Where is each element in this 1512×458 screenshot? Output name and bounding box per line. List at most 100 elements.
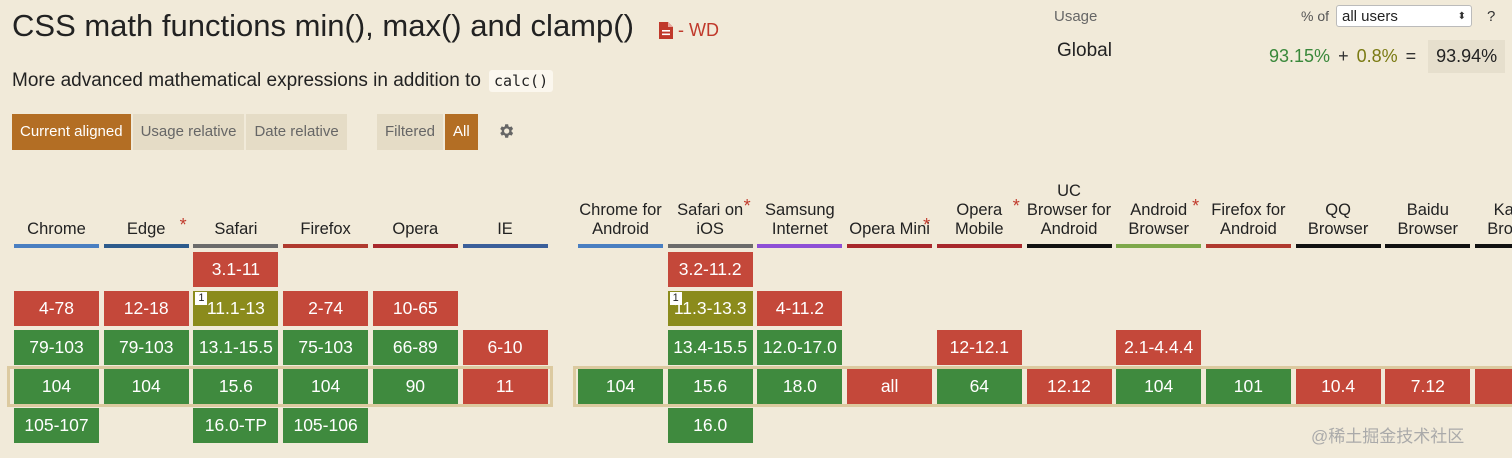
version-cell[interactable]: 13.1-15.5	[193, 330, 279, 365]
version-cell[interactable]: 105-107	[14, 408, 99, 443]
user-scope-value: all users	[1342, 8, 1398, 25]
version-cell[interactable]: 75-103	[283, 330, 369, 365]
version-range: 3.1-11	[211, 259, 261, 279]
browser-color-bar	[372, 244, 458, 248]
version-range: 64	[969, 376, 990, 396]
browser-color-bar	[1116, 244, 1202, 248]
version-range: 4-11.2	[775, 298, 825, 318]
tab-usage-relative[interactable]: Usage relative	[132, 114, 245, 150]
version-cell[interactable]: 3.1-11	[193, 252, 279, 287]
spec-status[interactable]: - WD	[658, 20, 719, 41]
version-range: 105-107	[24, 415, 89, 435]
browser-header-uc-browser-for-android[interactable]: UC Browser for Android	[1026, 182, 1112, 238]
browser-header-edge[interactable]: Edge *	[126, 215, 187, 239]
version-cell[interactable]: 12.0-17.0	[757, 330, 843, 365]
version-cell[interactable]: all	[847, 369, 933, 404]
version-cell[interactable]: 11	[462, 369, 548, 404]
total-percent: 93.94%	[1428, 40, 1506, 73]
usage-label: Usage	[1054, 8, 1098, 25]
version-range: 104	[131, 376, 161, 396]
version-cell[interactable]: 12-12.1	[936, 330, 1022, 365]
browser-color-bar	[193, 244, 279, 248]
tab-filtered[interactable]: Filtered	[377, 114, 444, 150]
version-cell[interactable]: 79-103	[103, 330, 189, 365]
browser-color-bar	[757, 244, 843, 248]
tab-all[interactable]: All	[445, 114, 478, 150]
version-cell[interactable]: 11.1-13 1	[193, 291, 279, 326]
browser-header-opera[interactable]: Opera	[392, 220, 439, 238]
browser-header-chrome[interactable]: Chrome	[27, 220, 86, 238]
version-range: 11.3-13.3	[673, 298, 747, 318]
version-cell[interactable]: 6-10	[462, 330, 548, 365]
view-mode-tabs: Current aligned Usage relative Date rela…	[12, 114, 347, 150]
browser-header-android-browser[interactable]: Android Browser *	[1128, 196, 1200, 239]
version-cell[interactable]: 66-89	[372, 330, 458, 365]
tab-current-aligned[interactable]: Current aligned	[12, 114, 131, 150]
note-marker: 1	[669, 292, 682, 305]
version-range: 104	[1144, 376, 1174, 396]
version-cell[interactable]: 101	[1205, 369, 1291, 404]
version-cell[interactable]: 15.6	[193, 369, 279, 404]
version-cell[interactable]: 13.4-15.5	[667, 330, 753, 365]
version-cell[interactable]: 2.1-4.4.4	[1116, 330, 1202, 365]
version-range: 2-74	[308, 298, 344, 318]
tab-date-relative[interactable]: Date relative	[246, 114, 347, 150]
version-cell[interactable]: 105-106	[283, 408, 369, 443]
description-code: calc()	[488, 70, 554, 92]
version-cell[interactable]: 4-11.2	[757, 291, 843, 326]
usage-help-link[interactable]: ?	[1487, 8, 1496, 25]
version-cell[interactable]: 90	[372, 369, 458, 404]
version-cell[interactable]: 104	[14, 369, 99, 404]
browser-header-baidu-browser[interactable]: Baidu Browser	[1397, 201, 1459, 238]
browser-header-firefox[interactable]: Firefox	[300, 220, 351, 238]
global-usage-figures: 93.15% + 0.8% = 93.94%	[1269, 40, 1506, 73]
current-row-mobile	[573, 366, 1512, 407]
version-range: 104	[310, 376, 341, 396]
browser-header-opera-mini[interactable]: Opera Mini *	[849, 215, 931, 239]
version-cell[interactable]: 79-103	[14, 330, 99, 365]
version-cell[interactable]: 2-74	[283, 291, 369, 326]
version-cell[interactable]: 16.0	[667, 408, 753, 443]
version-range: 13.4-15.5	[673, 337, 748, 357]
version-cell[interactable]: 10-65	[372, 291, 458, 326]
version-cell[interactable]: 10.4	[1295, 369, 1381, 404]
description-text: More advanced mathematical expressions i…	[12, 70, 481, 91]
browser-header-samsung-internet[interactable]: Samsung Internet	[765, 201, 835, 238]
version-cell[interactable]: 64	[936, 369, 1022, 404]
global-label: Global	[1057, 40, 1112, 61]
version-range: 90	[405, 376, 426, 396]
partial-percent: 0.8%	[1356, 46, 1398, 66]
browser-header-opera-mobile[interactable]: Opera Mobile *	[954, 196, 1020, 239]
version-range: 101	[1233, 376, 1263, 396]
version-cell[interactable]: 18.0	[757, 369, 843, 404]
note-marker: 1	[195, 292, 208, 305]
version-cell[interactable]: 104	[103, 369, 189, 404]
version-cell[interactable]: 104	[283, 369, 369, 404]
browser-header-qq-browser[interactable]: QQ Browser	[1307, 201, 1369, 238]
version-cell[interactable]	[1475, 369, 1512, 404]
plus-sign: +	[1338, 46, 1349, 66]
browser-header-firefox-for-android[interactable]: Firefox for Android	[1211, 201, 1286, 238]
browser-header-kaios-browser[interactable]: KaiOS Browser	[1487, 201, 1512, 238]
browser-header-safari[interactable]: Safari	[214, 220, 258, 238]
browser-header-ie[interactable]: IE	[497, 220, 513, 238]
version-cell[interactable]: 11.3-13.3 1	[667, 291, 753, 326]
version-cell[interactable]: 15.6	[667, 369, 753, 404]
browser-header-safari-on-ios[interactable]: Safari on iOS *	[677, 196, 751, 239]
version-cell[interactable]: 3.2-11.2	[667, 252, 753, 287]
version-cell[interactable]: 12.12	[1026, 369, 1112, 404]
version-cell[interactable]: 12-18	[103, 291, 189, 326]
gear-icon[interactable]	[497, 122, 515, 140]
version-cell[interactable]: 4-78	[14, 291, 99, 326]
browser-color-bar	[1295, 244, 1381, 248]
browser-color-bar	[847, 244, 933, 248]
version-cell[interactable]: 104	[1116, 369, 1202, 404]
user-scope-select[interactable]: all users ⬍	[1336, 5, 1472, 27]
document-icon	[659, 22, 673, 39]
version-cell[interactable]: 7.12	[1385, 369, 1471, 404]
note-asterisk: *	[1012, 196, 1020, 216]
version-range: 16.0	[693, 415, 728, 435]
version-cell[interactable]: 16.0-TP	[193, 408, 279, 443]
version-cell[interactable]: 104	[578, 369, 663, 404]
browser-header-chrome-for-android[interactable]: Chrome for Android	[579, 201, 662, 238]
